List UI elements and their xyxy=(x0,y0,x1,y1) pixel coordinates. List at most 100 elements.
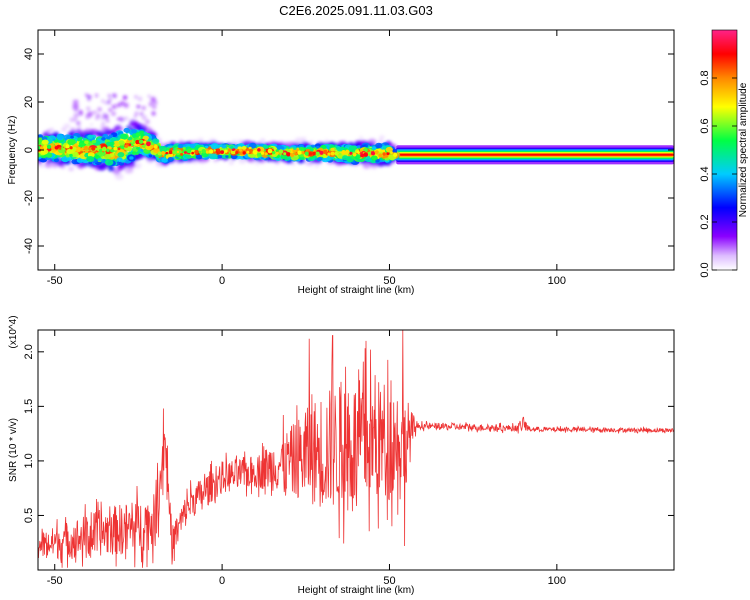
colorbar-tick-label: 0.8 xyxy=(699,70,711,85)
snr-y-ticks: 0.5 1.0 1.5 2.0 xyxy=(23,344,674,523)
spectrogram-ridge-cell xyxy=(227,148,232,152)
colorbar-ticks: 0.0 0.2 0.4 0.6 0.8 xyxy=(699,70,737,278)
spectrogram-ridge-cell xyxy=(304,151,309,156)
spectrogram-outlier xyxy=(77,125,81,129)
spectrogram-cell xyxy=(86,155,95,163)
spectrogram-outlier xyxy=(124,116,129,121)
spectrogram-ridge-cell xyxy=(183,151,187,154)
spectrogram-ridge-cell xyxy=(271,150,276,155)
spectrogram-outlier xyxy=(101,99,105,103)
spectrogram-cell xyxy=(135,132,141,137)
spectrogram-outlier xyxy=(85,93,88,97)
spectrogram-cell xyxy=(46,159,51,164)
spectrogram-outlier xyxy=(134,121,139,125)
spectrogram-outlier xyxy=(93,110,97,114)
spectrogram-y-tick-label: 20 xyxy=(23,96,35,108)
spectrogram-ridge-cell xyxy=(161,151,166,155)
spectrogram-ridge-cell xyxy=(252,150,258,155)
spectrogram-cell xyxy=(106,141,111,146)
spectrogram-outlier xyxy=(139,112,144,116)
spectrogram-ridge-cell xyxy=(201,149,206,154)
snr-y-tick-label: 0.5 xyxy=(23,508,35,523)
spectrogram-band xyxy=(396,153,674,156)
spectrogram-cell xyxy=(127,163,131,166)
spectrogram-cell xyxy=(363,148,369,152)
spectrogram-x-tick-label: 100 xyxy=(548,275,566,287)
spectrogram-ridge-cell xyxy=(338,152,342,156)
spectrogram-cell xyxy=(305,161,311,166)
spectrogram-outlier xyxy=(145,119,150,124)
spectrogram-cell xyxy=(69,153,73,157)
spectrogram-cell xyxy=(324,139,329,143)
spectrogram-ridge-cell xyxy=(194,150,199,155)
spectrogram-cell xyxy=(299,154,304,158)
spectrogram-cell xyxy=(370,155,378,161)
spectrogram-cell xyxy=(91,139,97,144)
spectrogram-ridge-cell xyxy=(242,151,246,155)
spectrogram-cell xyxy=(76,157,84,163)
spectrogram-outlier xyxy=(103,101,108,105)
spectrogram-ridge-cell xyxy=(257,148,261,152)
spectrogram-ridge-cell xyxy=(374,150,379,155)
spectrogram-core xyxy=(38,127,674,167)
spectrogram-outlier xyxy=(147,94,151,98)
spectrogram-cell xyxy=(255,162,260,166)
spectrogram-cell xyxy=(280,146,285,150)
spectrogram-ridge-cell xyxy=(43,144,48,150)
spectrogram-outlier xyxy=(112,128,116,133)
spectrogram-ridge-cell xyxy=(260,151,265,155)
spectrogram-ridge-cell xyxy=(117,147,121,151)
spectrogram-outlier xyxy=(111,104,117,110)
spectrogram-cell xyxy=(315,145,320,149)
colorbar-label: Normalized spectral amplitude xyxy=(738,82,749,217)
spectrogram-outlier xyxy=(108,97,113,102)
spectrogram-ridge-cell xyxy=(46,144,52,149)
spectrogram-ridge-cell xyxy=(101,146,107,152)
colorbar-tick-label: 0.0 xyxy=(699,262,711,277)
spectrogram-outlier xyxy=(97,107,102,112)
spectrogram-y-tick-label: -40 xyxy=(23,238,35,254)
spectrogram-ridge-cell xyxy=(138,139,144,144)
spectrogram-outlier xyxy=(123,95,127,100)
spectrogram-cell xyxy=(58,162,65,168)
spectrogram-ridge-cell xyxy=(349,151,353,155)
spectrogram-cell xyxy=(114,173,124,180)
spectrogram-cell xyxy=(364,155,373,163)
spectrogram-ridge-cell xyxy=(390,151,393,154)
spectrogram-outlier xyxy=(151,104,157,110)
spectrogram-ridge-cell xyxy=(128,143,132,146)
spectrogram-ridge-cell xyxy=(393,152,398,157)
spectrogram-cell xyxy=(230,150,236,155)
spectrogram-cell xyxy=(210,143,219,150)
spectrogram-cell xyxy=(124,167,133,174)
spectrogram-cell xyxy=(43,131,48,135)
spectrogram-cell xyxy=(225,155,229,158)
spectrogram-ridge-cell xyxy=(106,148,110,152)
spectrogram-ridge-cell xyxy=(278,149,284,154)
spectrogram-cell xyxy=(63,134,72,141)
spectrogram-outlier xyxy=(151,111,156,116)
spectrogram-cell xyxy=(70,135,74,139)
spectrogram-cell xyxy=(195,154,203,160)
spectrogram-cell xyxy=(298,146,305,151)
spectrogram-cell xyxy=(133,162,142,169)
spectrogram-cell xyxy=(129,156,134,160)
spectrogram-cell xyxy=(71,159,79,165)
spectrogram-cell xyxy=(97,133,102,137)
spectrogram-cell xyxy=(131,129,137,134)
spectrogram-cell xyxy=(118,140,125,146)
spectrogram-cell xyxy=(240,140,245,144)
spectrogram-outlier xyxy=(123,102,129,108)
spectrogram-cell xyxy=(370,163,378,169)
spectrogram-cell xyxy=(152,138,160,144)
spectrogram-cell xyxy=(63,123,71,129)
spectrogram-cell xyxy=(228,160,235,165)
spectrogram-y-axis-label: Frequency (Hz) xyxy=(7,116,18,185)
spectrogram-ridge-cell xyxy=(382,152,386,156)
spectrogram-cell xyxy=(161,157,168,163)
spectrogram-outlier xyxy=(119,116,125,122)
spectrogram-cell xyxy=(56,133,65,140)
spectrogram-ridge-cell xyxy=(191,151,195,155)
spectrogram-cell xyxy=(217,154,222,159)
spectrogram-ridge-cell xyxy=(98,148,103,153)
